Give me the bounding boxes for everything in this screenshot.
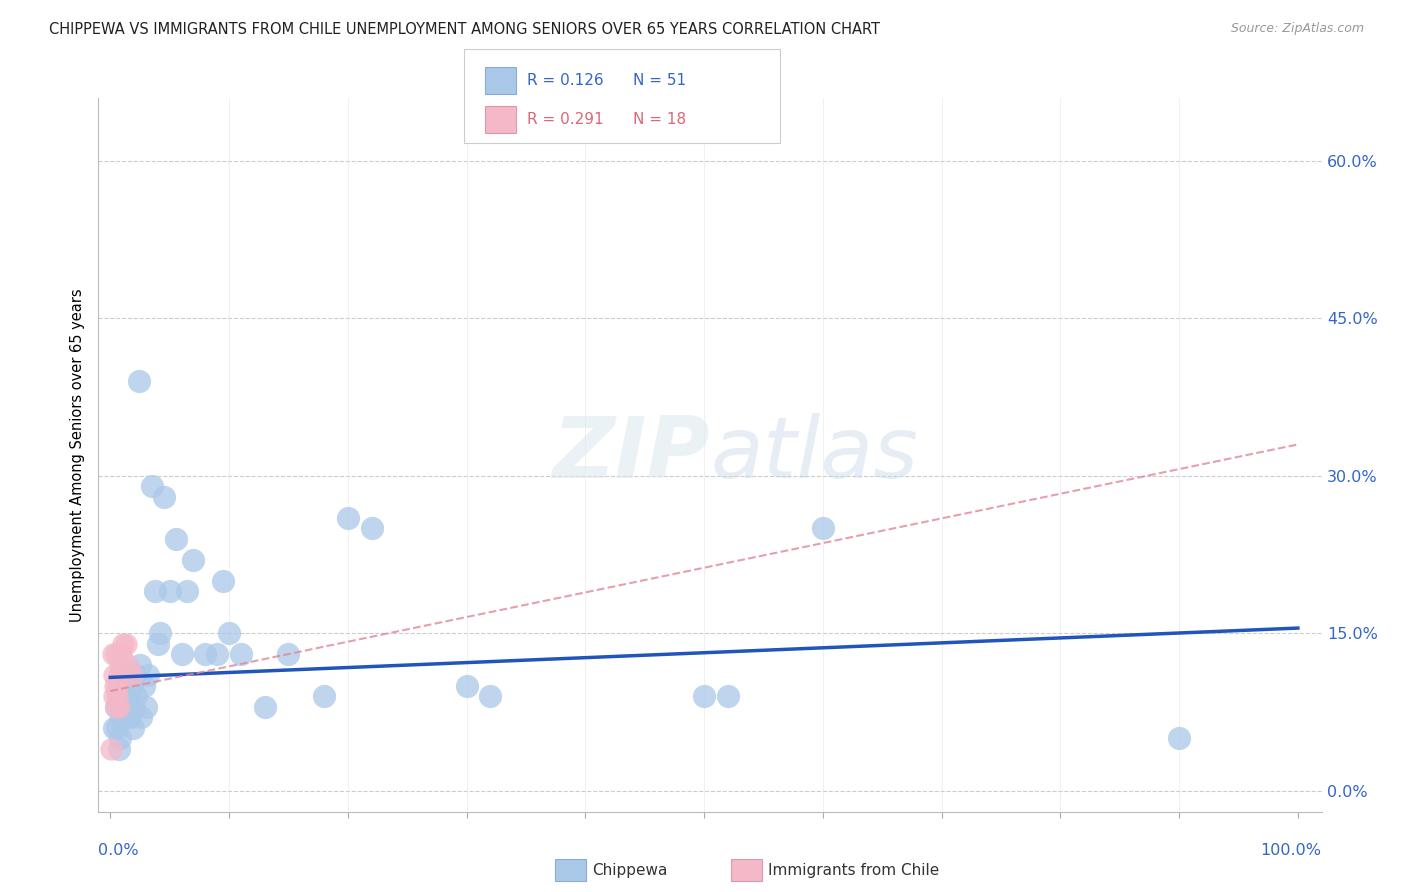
Point [693, 690, 716, 704]
Point [107, 721, 129, 735]
Point [104, 679, 127, 693]
Text: Immigrants from Chile: Immigrants from Chile [768, 863, 939, 878]
Point [145, 584, 167, 599]
Point [114, 637, 136, 651]
Point [103, 668, 125, 682]
Point [253, 699, 276, 714]
Point [112, 637, 135, 651]
Point [120, 710, 142, 724]
Point [107, 690, 129, 704]
Point [129, 710, 152, 724]
Point [811, 521, 834, 535]
Point [129, 657, 152, 672]
Point [101, 648, 124, 662]
Text: N = 18: N = 18 [633, 112, 686, 128]
Point [277, 648, 299, 662]
Point [136, 668, 159, 682]
Point [229, 648, 252, 662]
Text: CHIPPEWA VS IMMIGRANTS FROM CHILE UNEMPLOYMENT AMONG SENIORS OVER 65 YEARS CORRE: CHIPPEWA VS IMMIGRANTS FROM CHILE UNEMPL… [49, 22, 880, 37]
Point [100, 741, 122, 756]
Text: atlas: atlas [710, 413, 918, 497]
Point [108, 731, 131, 746]
Point [312, 690, 335, 704]
Point [141, 479, 163, 493]
Text: Source: ZipAtlas.com: Source: ZipAtlas.com [1230, 22, 1364, 36]
Text: N = 51: N = 51 [633, 73, 686, 88]
Point [111, 668, 134, 682]
Point [108, 657, 131, 672]
Point [336, 511, 359, 525]
Point [114, 710, 136, 724]
Point [105, 648, 128, 662]
Point [111, 699, 134, 714]
Text: 100.0%: 100.0% [1261, 843, 1322, 858]
Text: 0.0%: 0.0% [98, 843, 139, 858]
Point [117, 690, 139, 704]
Point [121, 679, 143, 693]
Point [146, 637, 169, 651]
Point [717, 690, 740, 704]
Text: Chippewa: Chippewa [592, 863, 668, 878]
Point [360, 521, 382, 535]
Point [194, 648, 217, 662]
Point [118, 668, 141, 682]
Point [107, 668, 129, 682]
Point [117, 657, 139, 672]
Point [115, 699, 138, 714]
Point [128, 375, 150, 389]
Point [114, 679, 136, 693]
Point [170, 648, 193, 662]
Point [1168, 731, 1191, 746]
Point [107, 699, 129, 714]
Point [125, 690, 148, 704]
Y-axis label: Unemployment Among Seniors over 65 years: Unemployment Among Seniors over 65 years [70, 288, 86, 622]
Point [176, 584, 198, 599]
Point [212, 574, 235, 588]
Text: ZIP: ZIP [553, 413, 710, 497]
Point [103, 721, 125, 735]
Point [135, 699, 157, 714]
Point [121, 721, 143, 735]
Point [205, 648, 228, 662]
Point [107, 679, 129, 693]
Point [456, 679, 478, 693]
Point [121, 668, 143, 682]
Point [149, 626, 172, 640]
Point [112, 690, 135, 704]
Point [183, 553, 205, 567]
Point [107, 741, 129, 756]
Point [103, 690, 125, 704]
Text: R = 0.126: R = 0.126 [527, 73, 603, 88]
Text: R = 0.291: R = 0.291 [527, 112, 603, 128]
Point [159, 584, 181, 599]
Point [110, 648, 132, 662]
Point [105, 699, 128, 714]
Point [124, 668, 146, 682]
Point [110, 710, 132, 724]
Point [479, 690, 502, 704]
Point [152, 490, 174, 504]
Point [132, 679, 155, 693]
Point [122, 699, 145, 714]
Point [218, 626, 240, 640]
Point [165, 532, 187, 546]
Point [105, 699, 128, 714]
